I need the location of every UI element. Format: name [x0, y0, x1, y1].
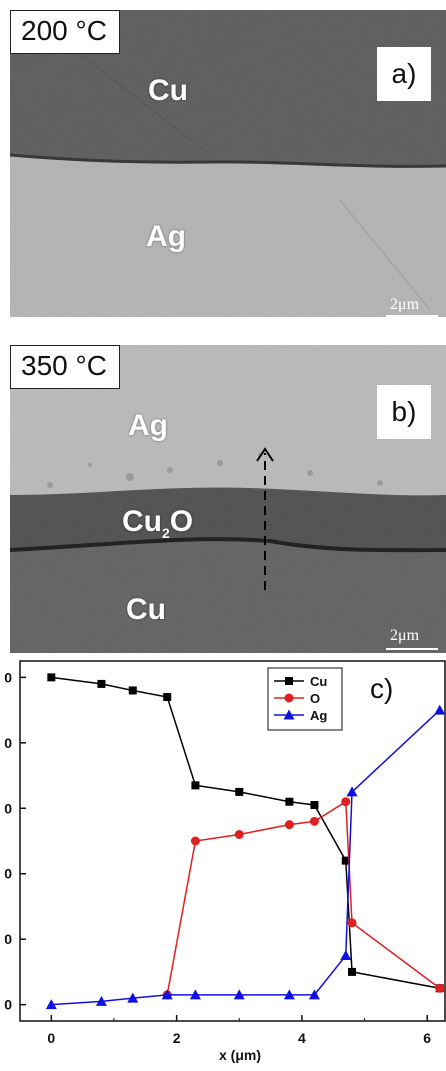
data-point-ag [308, 989, 320, 1000]
data-point-ag [233, 989, 245, 1000]
data-point-cu [285, 797, 294, 806]
data-point-cu [341, 856, 350, 865]
series-line-o [166, 800, 441, 995]
y-tick-label: 0 [4, 669, 12, 685]
data-point-ag [127, 992, 139, 1003]
series-line-ag [51, 709, 441, 1006]
x-tick-label: 2 [173, 1030, 181, 1046]
legend-marker-ag [283, 709, 295, 720]
data-point-ag [283, 989, 295, 1000]
x-tick-label: 0 [47, 1030, 55, 1046]
data-point-ag [95, 995, 107, 1006]
legend-label-ag: Ag [310, 708, 327, 723]
data-point-ag [346, 786, 358, 797]
composition-profile-chart: 0 2 4 6 0 0 0 0 0 0 Cu O Ag c) x (μm) [4, 660, 446, 1063]
y-tick-label: 0 [4, 735, 12, 751]
data-point-ag [434, 704, 446, 715]
scale-bar-b [386, 648, 438, 650]
data-point-o [190, 836, 200, 846]
data-point-o [309, 816, 319, 826]
data-point-o [284, 820, 294, 830]
data-point-o [234, 829, 244, 839]
data-point-ag [340, 950, 352, 961]
sem-image-panel-a: 200 °C a) Cu Ag 2μm [10, 10, 446, 317]
x-tick-label: 4 [298, 1030, 306, 1046]
data-point-cu [310, 801, 319, 809]
x-tick-label: 6 [423, 1030, 431, 1046]
legend-marker-o [284, 693, 294, 703]
data-point-cu [128, 686, 137, 695]
data-point-o [435, 983, 445, 993]
y-tick-label: 0 [4, 866, 12, 882]
y-tick-label: 0 [4, 931, 12, 947]
chart-axes: 0 2 4 6 0 0 0 0 0 0 [4, 660, 446, 1046]
chart-legend: Cu O Ag [267, 667, 343, 731]
data-point-o [341, 797, 351, 807]
data-point-ag [161, 989, 173, 1000]
legend-marker-cu [285, 677, 293, 685]
panel-tag-b: b) [377, 385, 431, 439]
phase-label-ag-b: Ag [128, 409, 168, 442]
data-point-cu [191, 781, 200, 790]
phase-label-cu2o-b: Cu2O [122, 505, 194, 541]
scale-bar-label-b: 2μm [390, 627, 420, 644]
data-point-ag [189, 989, 201, 1000]
x-axis-label: x (μm) [219, 1047, 261, 1063]
phase-label-ag-a: Ag [146, 220, 186, 253]
data-point-cu [235, 787, 244, 796]
scale-bar-label-a: 2μm [390, 296, 420, 313]
phase-label-cu-b: Cu [126, 593, 166, 626]
y-tick-label: 0 [4, 997, 12, 1013]
sem-micrograph-b [10, 345, 446, 653]
data-point-cu [163, 693, 172, 701]
scale-bar-a [386, 315, 438, 317]
temperature-label-a: 200 °C [10, 10, 120, 54]
sem-micrograph-a [10, 10, 446, 317]
sem-image-panel-b: 350 °C b) Ag Cu2O Cu 2μm [10, 345, 446, 653]
data-point-o [347, 918, 357, 928]
panel-tag-a: a) [377, 47, 431, 101]
legend-box [267, 667, 343, 731]
data-point-ag [45, 999, 57, 1010]
legend-label-cu: Cu [310, 674, 327, 689]
data-point-cu [97, 679, 106, 688]
data-point-cu [348, 967, 357, 976]
chart-panel-tag: c) [370, 673, 393, 704]
phase-label-cu-a: Cu [148, 74, 188, 107]
profile-arrow-head [256, 447, 274, 462]
y-tick-label: 0 [4, 800, 12, 816]
data-point-cu [47, 673, 56, 682]
legend-label-o: O [310, 691, 320, 706]
temperature-label-b: 350 °C [10, 345, 120, 389]
chart-series [45, 673, 446, 1010]
plot-frame [19, 660, 446, 1022]
